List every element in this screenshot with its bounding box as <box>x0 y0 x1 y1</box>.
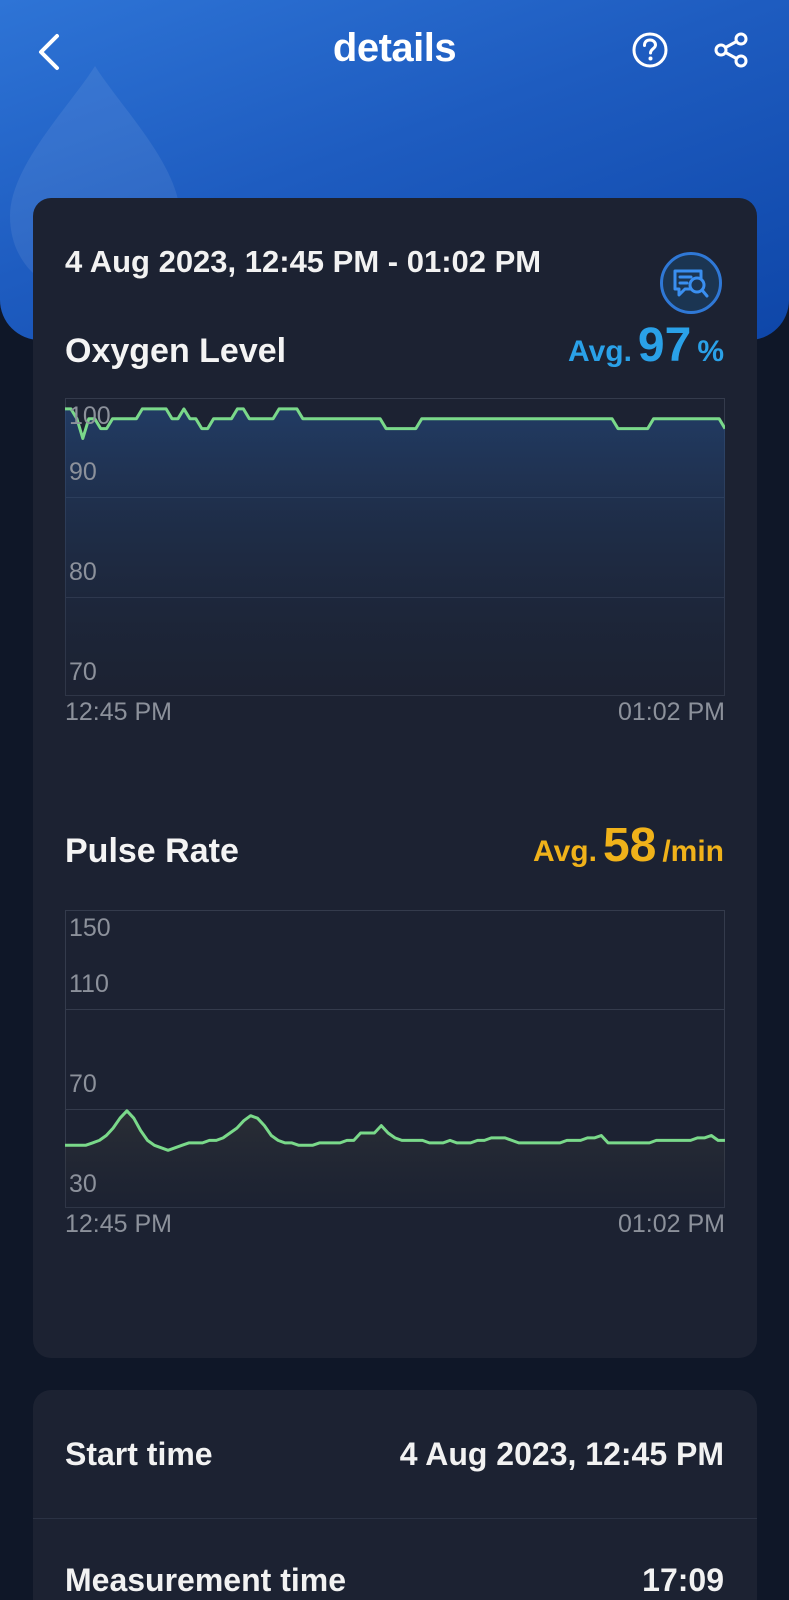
pulse-x-tick-label: 12:45 PM <box>65 1210 173 1238</box>
page-title: details <box>332 26 457 70</box>
help-button[interactable] <box>630 30 670 70</box>
oxygen-avg-value: 97 <box>637 319 692 372</box>
pulse-average: Avg. 58/min <box>533 818 724 873</box>
pulse-title: Pulse Rate <box>65 832 239 870</box>
measurement-time-label: Measurement time <box>65 1562 346 1598</box>
oxygen-avg-unit: % <box>697 335 724 368</box>
details-card: Start time 4 Aug 2023, 12:45 PM Measurem… <box>33 1390 757 1600</box>
oxygen-y-tick-label: 70 <box>69 658 97 686</box>
oxygen-x-tick-label: 12:45 PM <box>65 698 173 726</box>
oxygen-x-tick-label: 01:02 PM <box>617 698 725 726</box>
oxygen-avg-label: Avg. <box>568 335 632 368</box>
oxygen-average: Avg. 97% <box>568 318 724 373</box>
oxygen-chart: 100 90 80 70 12:45 PM 01:02 PM <box>65 398 725 726</box>
pulse-chart: 150 110 70 30 12:45 PM 01:02 PM <box>65 910 725 1238</box>
help-circle-icon <box>632 32 668 68</box>
pulse-y-tick-label: 30 <box>69 1170 97 1198</box>
pulse-series-area <box>65 1110 725 1208</box>
date-range: 4 Aug 2023, 12:45 PM - 01:02 PM <box>65 244 542 279</box>
pulse-series-line <box>65 1109 725 1152</box>
oxygen-title: Oxygen Level <box>65 332 287 370</box>
start-time-row: Start time 4 Aug 2023, 12:45 PM <box>33 1390 757 1520</box>
share-icon <box>714 32 748 68</box>
pulse-y-tick-label: 70 <box>69 1070 97 1098</box>
measurement-time-value: 17:09 <box>642 1562 724 1598</box>
oxygen-y-tick-label: 80 <box>69 558 97 586</box>
divider <box>33 1518 757 1519</box>
pulse-x-tick-label: 01:02 PM <box>617 1210 725 1238</box>
start-time-value: 4 Aug 2023, 12:45 PM <box>399 1436 724 1472</box>
pulse-chart-svg <box>65 910 725 1208</box>
chevron-left-icon <box>39 34 59 70</box>
oxygen-chart-svg <box>65 398 725 696</box>
pulse-avg-label: Avg. <box>533 835 597 868</box>
pulse-avg-value: 58 <box>602 819 657 872</box>
pulse-avg-unit: /min <box>662 835 724 868</box>
report-search-icon <box>673 269 709 298</box>
oxygen-series-line <box>65 407 725 440</box>
share-button[interactable] <box>712 30 752 70</box>
measurement-card: 4 Aug 2023, 12:45 PM - 01:02 PM Oxygen L… <box>33 198 757 1358</box>
back-button[interactable] <box>28 28 68 76</box>
pulse-y-tick-label: 110 <box>69 970 109 998</box>
pulse-y-tick-label: 150 <box>69 914 111 942</box>
oxygen-y-tick-label: 90 <box>69 458 97 486</box>
start-time-label: Start time <box>65 1436 213 1472</box>
oxygen-series-area <box>65 408 725 696</box>
measurement-time-row: Measurement time 17:09 <box>33 1518 757 1600</box>
report-button[interactable] <box>660 252 722 314</box>
oxygen-y-tick-label: 100 <box>69 402 111 430</box>
top-bar: details <box>0 0 789 104</box>
